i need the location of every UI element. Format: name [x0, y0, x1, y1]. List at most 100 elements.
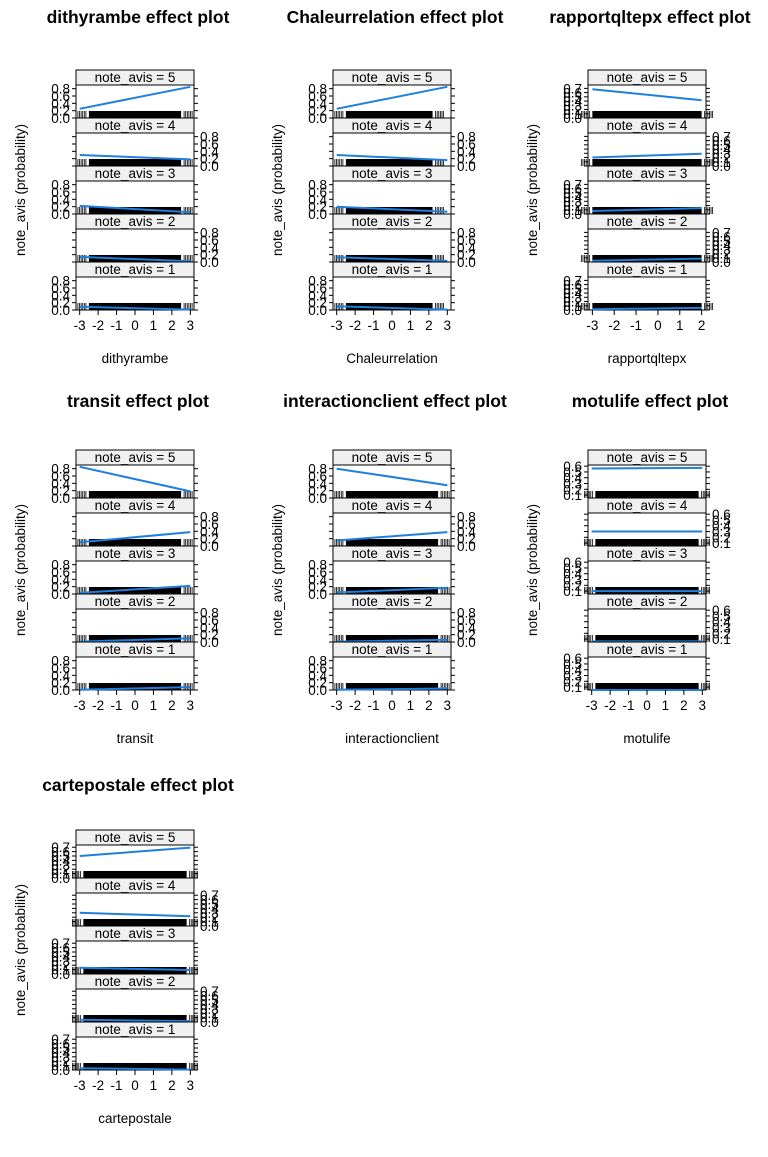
- rug-band: [595, 683, 699, 690]
- y-tick-label: 0.3: [51, 858, 70, 873]
- strip-label: note_avis = 2: [607, 214, 688, 229]
- y-tick-label: 0.0: [308, 683, 327, 698]
- y-tick-label: 0.0: [308, 491, 327, 506]
- y-tick-label: 0.5: [563, 282, 582, 297]
- series-line: [336, 687, 448, 691]
- y-tick-label: 0.5: [200, 897, 219, 912]
- rug-band: [592, 255, 702, 262]
- panel-note_avis-4: note_avis = 4 0.00.10.20.30.40.50.60.7: [580, 117, 731, 174]
- y-axis-label: note_avis (probability): [13, 124, 28, 256]
- panel-note_avis-1: note_avis = 1 0.00.10.20.30.40.50.60.7: [563, 261, 714, 318]
- y-tick-label: 0.4: [712, 238, 731, 253]
- panel-note_avis-2: note_avis = 2 0.00.20.40.60.8: [329, 213, 476, 270]
- x-tick-label: -2: [92, 1078, 104, 1093]
- rug-band: [345, 683, 439, 690]
- strip-label: note_avis = 1: [352, 262, 433, 277]
- y-tick-label: 0.6: [200, 989, 219, 1004]
- y-tick-label: 0.2: [200, 152, 219, 167]
- strip-label: note_avis = 2: [95, 594, 176, 609]
- effect-plot-dithyrambe: dithyrambe effect plot note_avis (probabi…: [13, 7, 230, 366]
- panel-note_avis-4: note_avis = 4 0.00.10.20.30.40.50.60.7: [71, 877, 219, 934]
- y-tick-label: 0.4: [563, 567, 582, 582]
- effect-plot-motulife: motulife effect plot note_avis (probabili…: [525, 391, 731, 746]
- y-tick-label: 0.6: [51, 89, 70, 104]
- y-tick-label: 0.8: [308, 178, 327, 193]
- y-tick-label: 0.4: [563, 286, 582, 301]
- y-tick-label: 0.6: [308, 661, 327, 676]
- y-tick-label: 0.2: [51, 1054, 70, 1069]
- plot-title: motulife effect plot: [572, 391, 729, 411]
- strip-label: note_avis = 1: [607, 642, 688, 657]
- y-tick-label: 0.8: [51, 178, 70, 193]
- y-tick-label: 0.5: [712, 234, 731, 249]
- x-tick-label: -1: [630, 318, 642, 333]
- strip-label: note_avis = 4: [352, 498, 433, 513]
- y-tick-label: 0.2: [563, 578, 582, 593]
- rug-band: [83, 871, 187, 878]
- y-tick-label: 0.1: [200, 915, 219, 930]
- y-tick-label: 0.1: [563, 584, 582, 599]
- y-tick-label: 0.6: [712, 230, 731, 245]
- series-line: [79, 305, 191, 311]
- y-axis-label: note_avis (probability): [525, 124, 540, 256]
- y-tick-label: 0.6: [200, 893, 219, 908]
- x-tick-label: 0: [131, 1078, 139, 1093]
- y-tick-label: 0.5: [563, 657, 582, 672]
- y-tick-label: 0.3: [563, 290, 582, 305]
- x-tick-label: 2: [168, 318, 176, 333]
- y-tick-label: 0.8: [51, 558, 70, 573]
- series-line: [336, 638, 448, 643]
- y-tick-label: 0.3: [712, 525, 731, 540]
- x-axis-label: motulife: [623, 731, 670, 746]
- panel-note_avis-5: note_avis = 5 0.00.20.40.60.8: [308, 449, 455, 506]
- effect-plot-rapportqltepx: rapportqltepx effect plot note_avis (prob…: [525, 7, 751, 366]
- series-line: [336, 205, 448, 213]
- y-tick-label: 0.0: [51, 207, 70, 222]
- y-tick-label: 0.6: [51, 565, 70, 580]
- y-tick-label: 0.0: [563, 207, 582, 222]
- x-tick-label: 0: [388, 698, 396, 713]
- y-tick-label: 0.1: [563, 488, 582, 503]
- y-tick-label: 0.3: [200, 1002, 219, 1017]
- y-tick-label: 0.8: [457, 606, 476, 621]
- rug-band: [83, 1015, 187, 1022]
- series-line: [79, 846, 191, 857]
- x-tick-label: -2: [608, 318, 620, 333]
- y-tick-label: 0.2: [457, 248, 476, 263]
- panel-note_avis-1: note_avis = 1 0.10.20.30.40.50.6: [563, 641, 711, 695]
- x-tick-label: 1: [407, 318, 415, 333]
- y-tick-label: 0.8: [457, 226, 476, 241]
- y-tick-label: 0.6: [51, 469, 70, 484]
- y-axis-label: note_avis (probability): [13, 504, 28, 636]
- y-tick-label: 0.4: [712, 615, 731, 630]
- y-tick-label: 0.6: [308, 89, 327, 104]
- y-tick-label: 0.1: [51, 963, 70, 978]
- panel-note_avis-3: note_avis = 3 0.10.20.30.40.50.6: [563, 545, 711, 599]
- x-tick-label: -2: [92, 318, 104, 333]
- rug-band: [595, 491, 699, 498]
- y-tick-label: 0.4: [200, 901, 219, 916]
- y-tick-label: 0.1: [712, 155, 731, 170]
- y-tick-label: 0.6: [200, 233, 219, 248]
- series-line: [336, 467, 448, 487]
- y-tick-label: 0.6: [563, 555, 582, 570]
- x-tick-label: -1: [623, 698, 635, 713]
- y-tick-label: 0.4: [200, 620, 219, 635]
- y-tick-label: 0.6: [308, 565, 327, 580]
- rug-band: [345, 207, 433, 214]
- y-tick-label: 0.5: [51, 945, 70, 960]
- y-tick-label: 0.4: [457, 524, 476, 539]
- rug-band: [345, 491, 439, 498]
- y-tick-label: 0.2: [51, 958, 70, 973]
- y-tick-label: 0.8: [308, 274, 327, 289]
- y-tick-label: 0.5: [712, 138, 731, 153]
- y-tick-label: 0.0: [712, 255, 731, 270]
- x-tick-label: -3: [331, 698, 343, 713]
- x-axis-label: cartepostale: [98, 1111, 172, 1126]
- effect-plot-interactionclient: interactionclient effect plot note_avis (…: [270, 391, 507, 746]
- y-tick-label: 0.6: [712, 507, 731, 522]
- strip-label: note_avis = 2: [95, 214, 176, 229]
- strip-label: note_avis = 5: [607, 70, 688, 85]
- panel-note_avis-1: note_avis = 1 0.00.20.40.60.8: [51, 261, 198, 318]
- x-tick-label: -1: [111, 318, 123, 333]
